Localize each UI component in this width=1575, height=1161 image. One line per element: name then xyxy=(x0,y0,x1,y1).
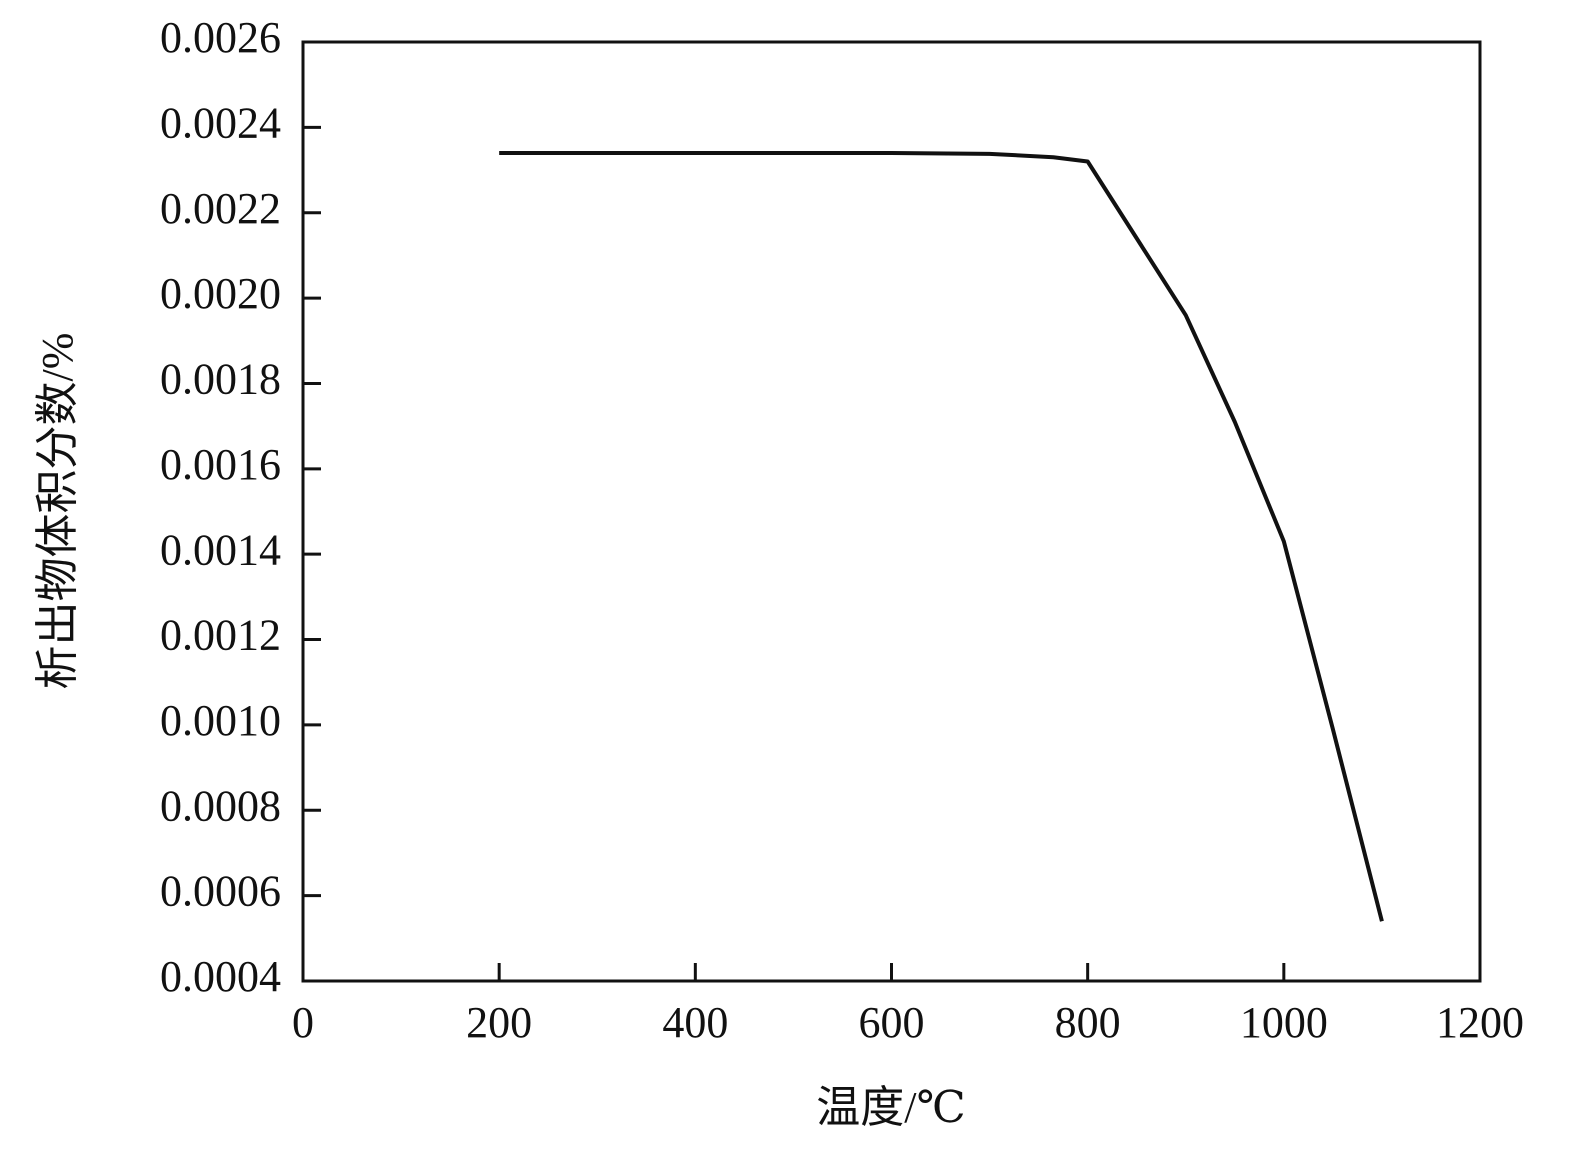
x-tick-label: 1200 xyxy=(1436,998,1524,1047)
x-tick-label: 1000 xyxy=(1240,998,1328,1047)
y-axis-label: 析出物体积分数/% xyxy=(33,333,82,690)
y-tick-label: 0.0008 xyxy=(160,781,281,830)
y-tick-label: 0.0022 xyxy=(160,184,281,233)
y-tick-label: 0.0010 xyxy=(160,696,281,745)
y-tick-label: 0.0004 xyxy=(160,952,281,1001)
data-line xyxy=(499,150,1384,922)
y-tick-label: 0.0006 xyxy=(160,867,281,916)
x-tick-label: 600 xyxy=(859,998,925,1047)
y-tick-label: 0.0012 xyxy=(160,611,281,660)
y-tick-label: 0.0026 xyxy=(160,13,281,62)
y-tick-label: 0.0016 xyxy=(160,440,281,489)
y-tick-label: 0.0024 xyxy=(160,98,281,147)
y-tick-label: 0.0020 xyxy=(160,269,281,318)
x-tick-label: 200 xyxy=(466,998,532,1047)
y-tick-label: 0.0014 xyxy=(160,525,281,574)
plot-frame xyxy=(301,40,1482,983)
y-tick-label: 0.0018 xyxy=(160,355,281,404)
x-tick-label: 800 xyxy=(1055,998,1121,1047)
x-axis-label: 温度/℃ xyxy=(816,1083,965,1132)
x-tick-label: 0 xyxy=(292,998,314,1047)
x-tick-label: 400 xyxy=(662,998,728,1047)
